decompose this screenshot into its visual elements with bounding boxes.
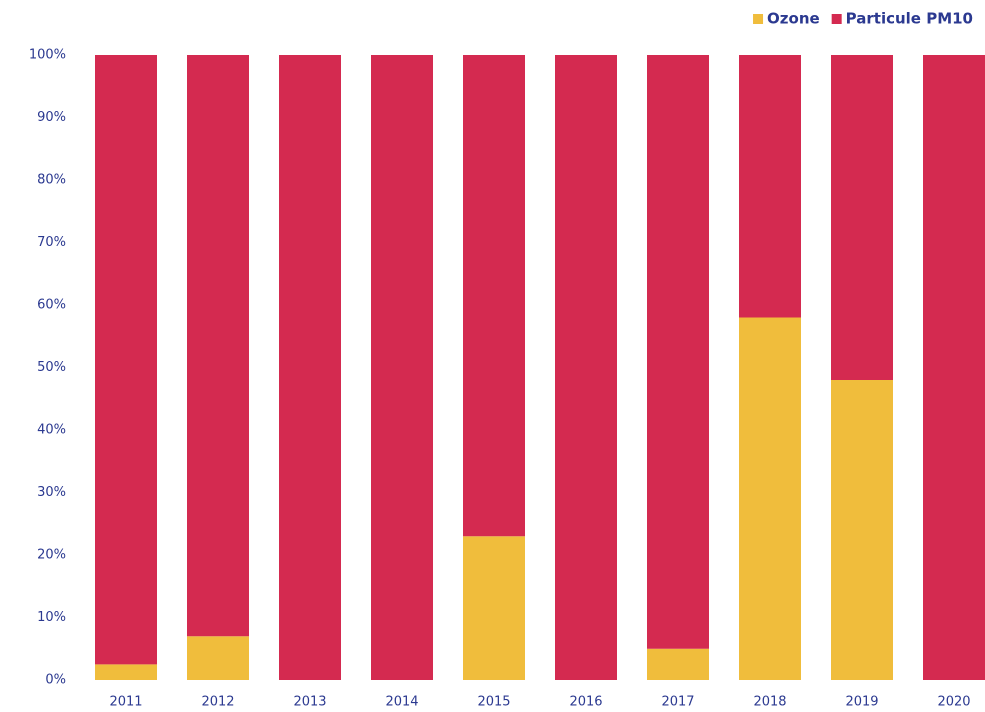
bar-segment bbox=[187, 55, 249, 637]
bar-segment bbox=[187, 636, 249, 680]
bar-segment bbox=[95, 664, 157, 680]
x-tick-label: 2016 bbox=[569, 695, 602, 710]
x-tick-label: 2012 bbox=[201, 695, 234, 710]
y-tick-label: 20% bbox=[37, 548, 66, 563]
y-tick-label: 30% bbox=[37, 485, 66, 500]
x-tick-label: 2017 bbox=[661, 695, 694, 710]
y-tick-label: 100% bbox=[29, 48, 66, 63]
bar-segment bbox=[831, 55, 893, 380]
y-tick-label: 80% bbox=[37, 173, 66, 188]
y-tick-label: 40% bbox=[37, 423, 66, 438]
y-tick-label: 60% bbox=[37, 298, 66, 313]
x-tick-label: 2019 bbox=[845, 695, 878, 710]
y-tick-label: 70% bbox=[37, 235, 66, 250]
bar-segment bbox=[647, 648, 709, 680]
x-tick-label: 2020 bbox=[937, 695, 970, 710]
bar-segment bbox=[371, 55, 433, 680]
x-tick-label: 2018 bbox=[753, 695, 786, 710]
y-tick-label: 10% bbox=[37, 610, 66, 625]
bar-segment bbox=[95, 55, 157, 665]
bar-segment bbox=[739, 317, 801, 680]
bar-segment bbox=[831, 380, 893, 680]
y-tick-label: 0% bbox=[45, 673, 66, 688]
x-tick-label: 2014 bbox=[385, 695, 418, 710]
bar-segment bbox=[463, 536, 525, 680]
legend-label: Ozone bbox=[767, 10, 820, 28]
x-tick-label: 2015 bbox=[477, 695, 510, 710]
legend-label: Particule PM10 bbox=[846, 10, 973, 28]
bar-segment bbox=[555, 55, 617, 680]
y-tick-label: 50% bbox=[37, 360, 66, 375]
bar-segment bbox=[463, 55, 525, 537]
bar-segment bbox=[739, 55, 801, 318]
legend-swatch bbox=[753, 14, 764, 24]
bar-segment bbox=[647, 55, 709, 649]
bar-segment bbox=[923, 55, 985, 680]
x-tick-label: 2011 bbox=[109, 695, 142, 710]
y-tick-label: 90% bbox=[37, 110, 66, 125]
bar-segment bbox=[279, 55, 341, 680]
legend-swatch bbox=[831, 14, 842, 24]
x-tick-label: 2013 bbox=[293, 695, 326, 710]
